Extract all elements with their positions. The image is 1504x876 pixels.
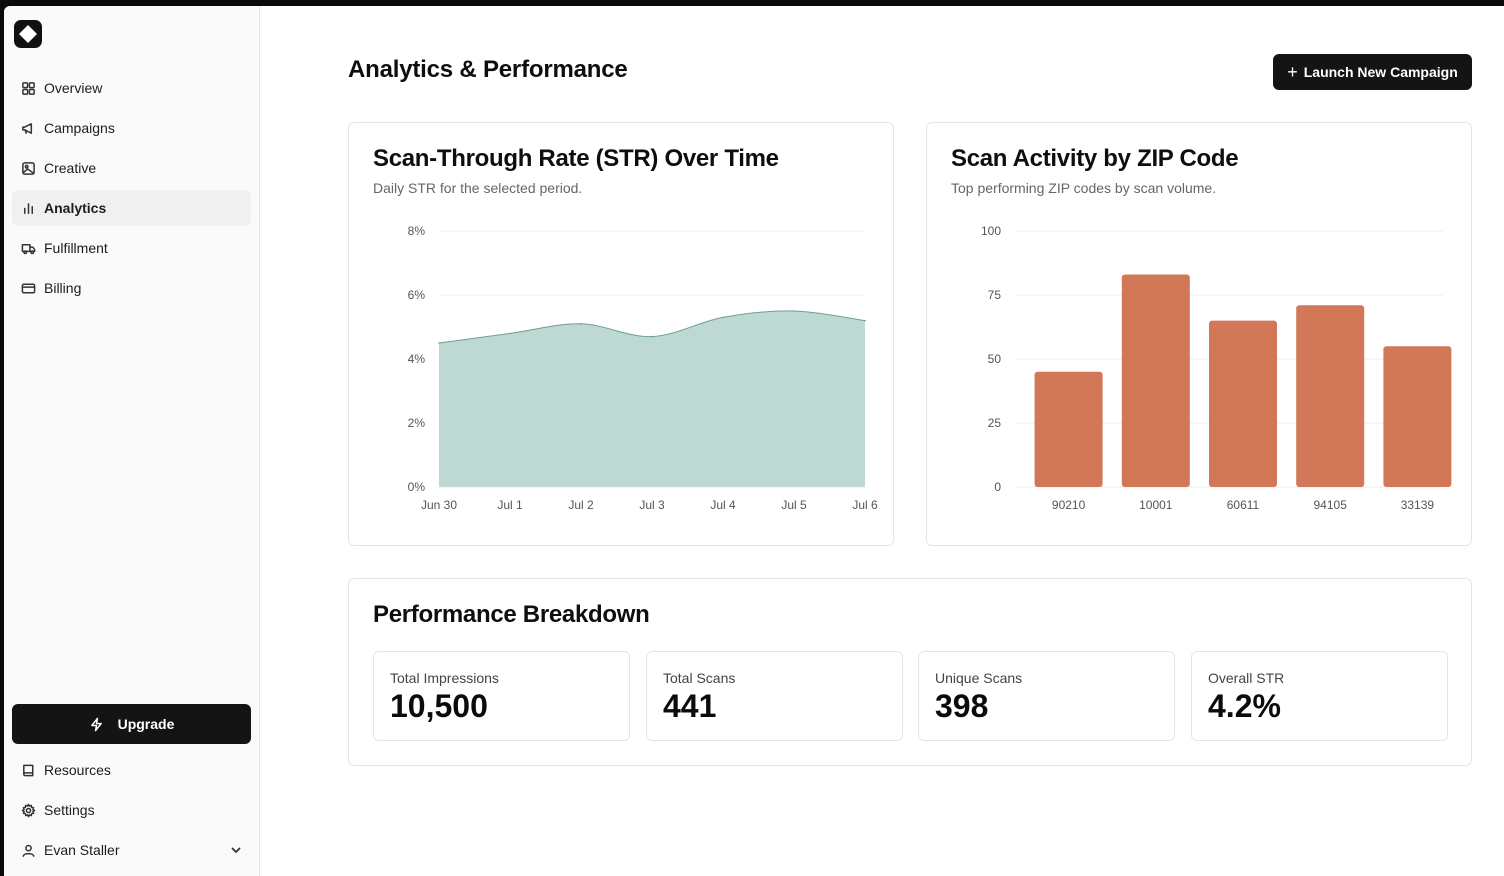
sidebar-item-label: Creative xyxy=(44,160,97,176)
performance-breakdown-card: Performance Breakdown Total Impressions … xyxy=(348,578,1472,766)
user-name: Evan Staller xyxy=(44,842,120,858)
x-tick-label: Jul 4 xyxy=(710,498,736,512)
data-point xyxy=(651,335,653,338)
card-subtitle: Top performing ZIP codes by scan volume. xyxy=(951,180,1217,196)
x-tick-label: Jul 1 xyxy=(497,498,523,512)
plus-icon: + xyxy=(1287,62,1298,82)
y-tick-label: 8% xyxy=(408,224,426,238)
stat-value: 441 xyxy=(663,688,717,724)
grid-icon xyxy=(20,80,36,96)
lightning-icon xyxy=(90,717,102,731)
data-point xyxy=(793,310,795,312)
sidebar: Overview Campaigns Creative Analytics xyxy=(4,6,260,876)
sidebar-item-label: Analytics xyxy=(44,200,107,216)
stat-value: 10,500 xyxy=(390,688,488,724)
data-point xyxy=(509,332,511,335)
stat-value: 398 xyxy=(935,688,989,724)
stat-value: 4.2% xyxy=(1208,688,1281,724)
sidebar-item-label: Settings xyxy=(44,802,95,818)
x-tick-label: 33139 xyxy=(1401,498,1435,512)
app-window: Overview Campaigns Creative Analytics xyxy=(4,6,1504,876)
zip-bar-chart: 0 25 50 75 100 90210 10001 60611 94105 33139 xyxy=(981,224,1452,512)
sidebar-item-campaigns[interactable]: Campaigns xyxy=(12,110,251,146)
stat-label: Unique Scans xyxy=(935,670,1023,686)
bar xyxy=(1209,320,1277,487)
y-tick-label: 4% xyxy=(408,352,426,366)
card-subtitle: Daily STR for the selected period. xyxy=(373,180,583,196)
megaphone-icon xyxy=(20,120,36,136)
sidebar-item-overview[interactable]: Overview xyxy=(12,70,251,106)
brand-logo-icon[interactable] xyxy=(14,20,42,48)
upgrade-button[interactable]: Upgrade xyxy=(12,704,251,744)
credit-card-icon xyxy=(20,280,36,296)
str-area-chart: 0% 2% 4% 6% 8% Jun 30 Jul 1 Jul 2 Jul 3 Jul 4 Jul … xyxy=(408,224,878,512)
truck-icon xyxy=(20,240,36,256)
y-tick-label: 0% xyxy=(408,480,426,494)
bar-chart-icon xyxy=(20,200,36,216)
x-tick-label: Jul 2 xyxy=(568,498,594,512)
data-point xyxy=(580,323,582,325)
sidebar-item-fulfillment[interactable]: Fulfillment xyxy=(12,230,251,266)
sidebar-item-resources[interactable]: Resources xyxy=(12,752,251,788)
stat-unique-scans: Unique Scans 398 xyxy=(918,651,1175,741)
x-tick-label: Jul 3 xyxy=(639,498,665,512)
card-title: Scan Activity by ZIP Code xyxy=(951,145,1239,172)
y-tick-label: 25 xyxy=(988,416,1002,430)
y-tick-label: 6% xyxy=(408,288,426,302)
user-menu[interactable]: Evan Staller xyxy=(12,832,251,868)
sidebar-item-label: Resources xyxy=(44,762,111,778)
data-point xyxy=(864,319,866,322)
bar xyxy=(1121,274,1190,487)
upgrade-label: Upgrade xyxy=(117,716,175,732)
x-tick-label: 94105 xyxy=(1314,498,1348,512)
x-tick-label: 90210 xyxy=(1052,498,1086,512)
data-point xyxy=(722,316,724,319)
y-tick-label: 100 xyxy=(981,224,1001,238)
user-icon xyxy=(20,842,36,858)
str-chart-card: Scan-Through Rate (STR) Over Time Daily … xyxy=(348,122,894,546)
x-tick-label: 10001 xyxy=(1139,498,1173,512)
sidebar-item-label: Billing xyxy=(44,280,82,296)
chevron-down-icon[interactable] xyxy=(229,843,243,857)
bar xyxy=(1296,305,1365,487)
sidebar-item-label: Fulfillment xyxy=(44,240,108,256)
y-tick-label: 0 xyxy=(994,480,1001,494)
launch-label: Launch New Campaign xyxy=(1303,64,1458,80)
sidebar-item-billing[interactable]: Billing xyxy=(12,270,251,306)
bar xyxy=(1383,346,1452,487)
stat-total-scans: Total Scans 441 xyxy=(646,651,903,741)
book-icon xyxy=(20,762,36,778)
stat-total-impressions: Total Impressions 10,500 xyxy=(373,651,630,741)
stat-label: Overall STR xyxy=(1208,670,1285,686)
bar xyxy=(1034,371,1103,487)
x-tick-label: Jul 5 xyxy=(781,498,807,512)
sidebar-item-analytics[interactable]: Analytics xyxy=(12,190,251,226)
sidebar-nav: Overview Campaigns Creative Analytics xyxy=(12,70,251,310)
sidebar-bottom-nav: Resources Settings Evan Staller xyxy=(12,752,251,872)
sidebar-item-settings[interactable]: Settings xyxy=(12,792,251,828)
sidebar-item-label: Overview xyxy=(44,80,103,96)
stat-overall-str: Overall STR 4.2% xyxy=(1191,651,1448,741)
x-tick-label: Jul 6 xyxy=(852,498,878,512)
card-title: Scan-Through Rate (STR) Over Time xyxy=(373,145,779,172)
stat-label: Total Impressions xyxy=(390,670,499,686)
image-icon xyxy=(20,160,36,176)
sidebar-item-label: Campaigns xyxy=(44,120,115,136)
str-area-fill xyxy=(439,310,865,487)
stat-label: Total Scans xyxy=(663,670,736,686)
y-tick-label: 2% xyxy=(408,416,426,430)
gear-icon xyxy=(20,802,36,818)
card-title: Performance Breakdown xyxy=(373,601,650,628)
x-tick-label: Jun 30 xyxy=(421,498,457,512)
launch-new-campaign-button[interactable]: + Launch New Campaign xyxy=(1273,54,1472,90)
page-title: Analytics & Performance xyxy=(348,56,628,83)
sidebar-item-creative[interactable]: Creative xyxy=(12,150,251,186)
y-tick-label: 75 xyxy=(988,288,1002,302)
data-point xyxy=(438,342,440,344)
y-tick-label: 50 xyxy=(988,352,1002,366)
zip-chart-card: Scan Activity by ZIP Code Top performing… xyxy=(926,122,1472,546)
x-tick-label: 60611 xyxy=(1227,498,1260,512)
